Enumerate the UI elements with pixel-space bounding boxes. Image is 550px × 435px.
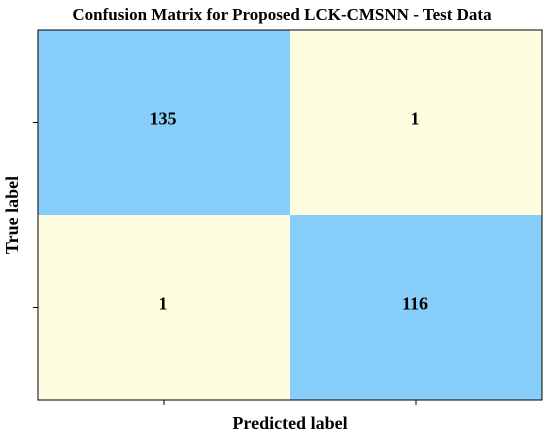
matrix-value-r1-c1: 116 bbox=[402, 294, 428, 314]
matrix-value-r0-c0: 135 bbox=[150, 109, 177, 129]
matrix-value-r0-c1: 1 bbox=[411, 109, 420, 129]
matrix-cell-labels: 135 1 1 116 bbox=[150, 109, 429, 314]
matrix-cell-r1-c0 bbox=[38, 215, 290, 400]
plot-frame bbox=[37, 29, 543, 401]
matrix-value-r1-c0: 1 bbox=[159, 294, 168, 314]
chart-title: Confusion Matrix for Proposed LCK-CMSNN … bbox=[72, 5, 492, 24]
axis-ticks bbox=[33, 122, 417, 405]
matrix-cell-r1-c1 bbox=[290, 215, 542, 400]
matrix-cells bbox=[38, 30, 542, 400]
matrix-cell-r0-c0 bbox=[38, 30, 290, 215]
y-axis-label: True label bbox=[2, 176, 22, 254]
x-axis-label: Predicted label bbox=[232, 413, 347, 433]
matrix-cell-r0-c1 bbox=[290, 30, 542, 215]
